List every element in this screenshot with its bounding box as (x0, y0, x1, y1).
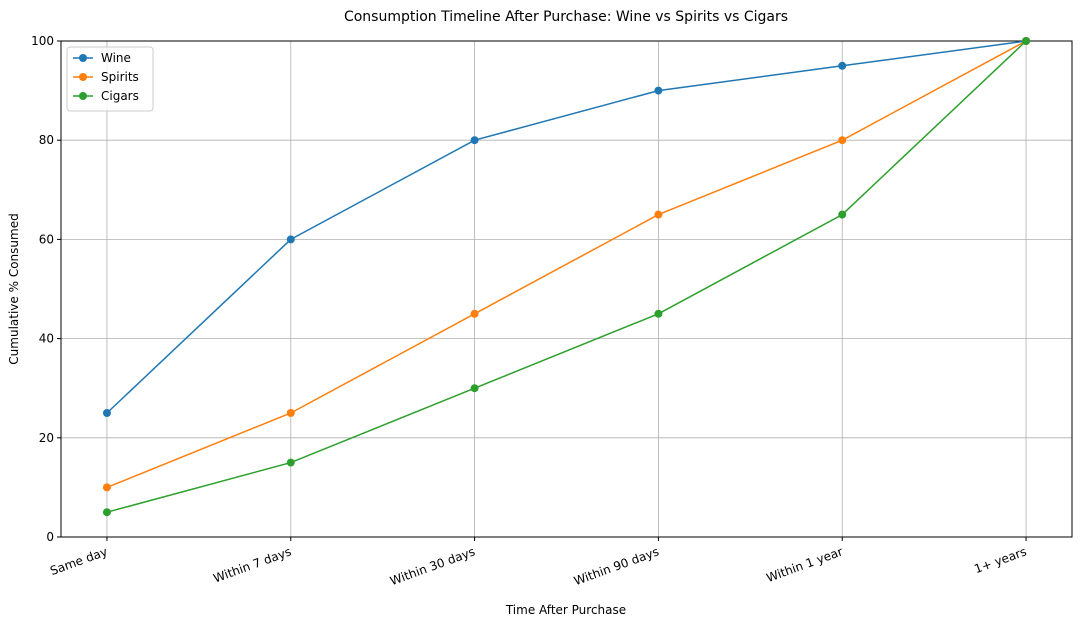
data-point (102, 409, 111, 417)
x-tick-label: Within 90 days (572, 544, 661, 588)
x-tick-label: Within 1 year (764, 544, 844, 585)
plot-frame (60, 40, 1073, 538)
legend-box (66, 46, 154, 112)
x-tick-label: 1+ years (972, 544, 1028, 576)
x-tick-label: Within 30 days (388, 544, 477, 588)
data-point (654, 309, 663, 318)
y-axis-label: Cumulative % Consumed (7, 213, 21, 364)
y-tick-label: 20 (39, 431, 54, 445)
data-point (838, 210, 847, 219)
y-tick-label: 40 (39, 332, 54, 346)
data-point (286, 235, 295, 244)
x-tick-label: Within 7 days (212, 544, 294, 585)
legend-marker (79, 92, 87, 100)
y-tick-label: 80 (39, 133, 54, 147)
series-line (106, 40, 1027, 513)
legend-marker (79, 54, 87, 62)
y-tick-label: 0 (46, 530, 54, 544)
data-point (654, 86, 663, 95)
y-tick-label: 100 (31, 34, 54, 48)
data-point (470, 309, 479, 318)
series-line (106, 40, 1027, 489)
data-point (102, 508, 111, 517)
y-tick-label: 60 (39, 232, 54, 246)
data-point (286, 409, 295, 417)
data-point (470, 384, 479, 393)
legend-label: Spirits (101, 70, 139, 84)
data-point (286, 458, 295, 467)
legend-label: Cigars (101, 89, 139, 103)
chart-title: Consumption Timeline After Purchase: Win… (344, 9, 788, 25)
x-axis-label: Time After Purchase (505, 603, 626, 617)
data-point (470, 136, 479, 145)
data-point (838, 61, 847, 70)
legend: Wine Spirits Cigars (66, 46, 154, 112)
data-point (838, 136, 847, 145)
data-point (1022, 37, 1031, 45)
legend-label: Wine (101, 51, 131, 65)
x-tick-label: Same day (48, 544, 109, 578)
legend-marker (79, 73, 87, 81)
data-point (654, 210, 663, 219)
series-line (106, 40, 1027, 414)
data-point (102, 483, 111, 492)
